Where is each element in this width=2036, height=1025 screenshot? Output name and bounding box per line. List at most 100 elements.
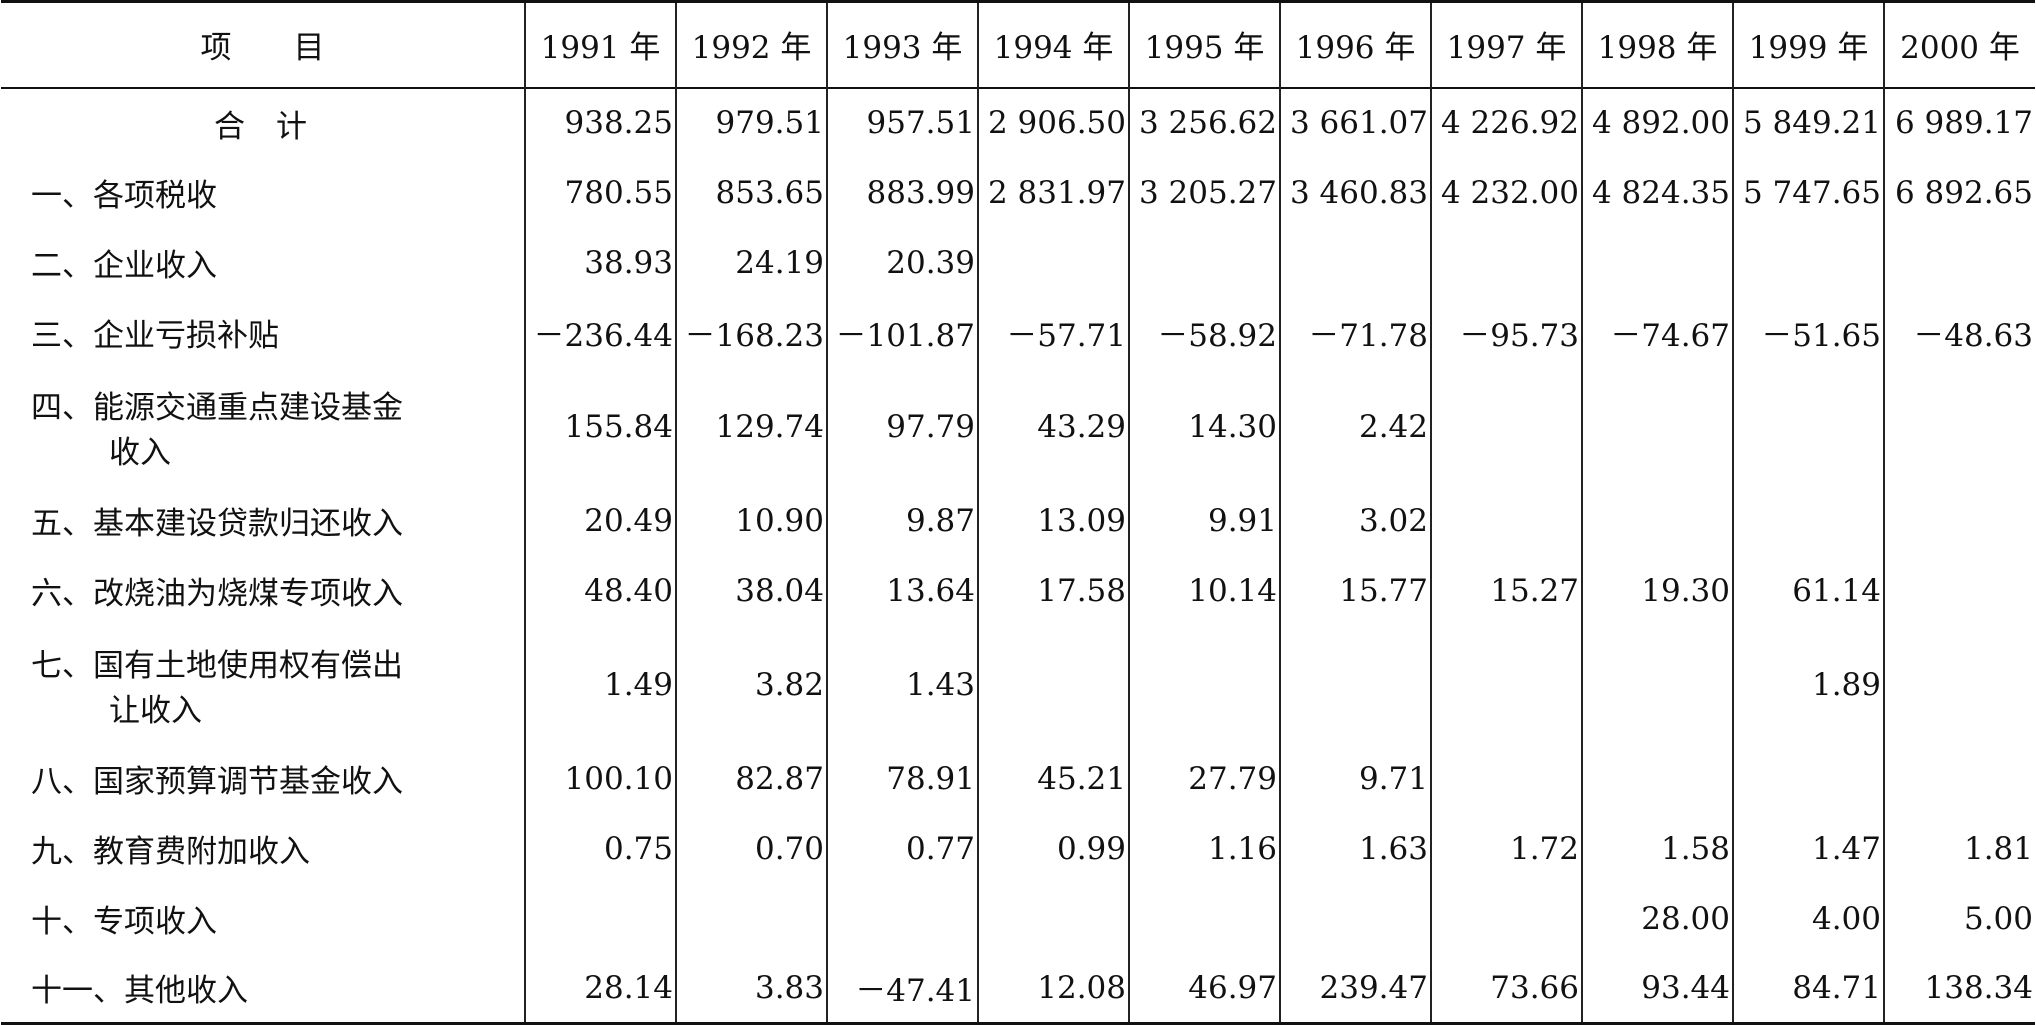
value-cell: 93.44 [1581, 953, 1733, 1024]
value-cell: 0.75 [524, 813, 676, 884]
empty-cell [1279, 227, 1431, 298]
value-cell: 239.47 [1279, 953, 1431, 1024]
value-cell: 73.66 [1430, 953, 1582, 1024]
table-row: 合 计 938.25 979.51 957.51 2 906.50 3 256.62 3 6… [1, 87, 2035, 158]
row-label-cell: 五、基本建设贷款归还收入 [1, 486, 525, 556]
row-label: 二、企业收入 [31, 248, 217, 284]
row-label: 收入 [109, 434, 171, 471]
empty-cell [1581, 743, 1733, 814]
value-cell: 4 892.00 [1581, 87, 1733, 158]
empty-cell [1883, 743, 2035, 814]
value-cell: 5 849.21 [1732, 87, 1884, 158]
empty-cell [1883, 227, 2035, 298]
row-label-cell: 八、国家预算调节基金收入 [1, 744, 525, 814]
value-cell: 1.43 [826, 625, 978, 744]
empty-cell [977, 227, 1129, 298]
table-row: 三、企业亏损补贴 －236.44 －168.23 －101.87 －57.71 －58.9… [1, 297, 2035, 368]
value-cell: 9.91 [1128, 485, 1280, 556]
header-year: 2000 年 [1883, 1, 2035, 88]
row-label: 三、企业亏损补贴 [31, 318, 279, 354]
row-label: 一、各项税收 [31, 178, 217, 214]
value-cell: 9.87 [826, 485, 978, 556]
value-cell: 1.63 [1279, 813, 1431, 884]
row-label-cell: 六、改烧油为烧煤专项收入 [1, 556, 525, 626]
empty-cell [1732, 743, 1884, 814]
empty-cell [1430, 625, 1582, 744]
empty-cell [1581, 227, 1733, 298]
value-cell: 4 226.92 [1430, 87, 1582, 158]
row-label-cell: 合 计 [1, 88, 525, 158]
value-cell: －51.65 [1732, 297, 1884, 368]
table-row: 十一、其他收入 28.14 3.83 －47.41 12.08 46.97 239.47 73… [1, 953, 2035, 1024]
value-cell: 3 205.27 [1128, 157, 1280, 228]
value-cell: 1.47 [1732, 813, 1884, 884]
empty-cell [1732, 367, 1884, 486]
value-cell: 43.29 [977, 367, 1129, 486]
empty-cell [1883, 625, 2035, 744]
row-label: 六、改烧油为烧煤专项收入 [31, 576, 403, 612]
row-label-cell: 一、各项税收 [1, 158, 525, 228]
value-cell: 38.93 [524, 227, 676, 298]
empty-cell [1128, 625, 1280, 744]
empty-cell [675, 883, 827, 954]
header-year: 1996 年 [1279, 1, 1431, 88]
value-cell: 27.79 [1128, 743, 1280, 814]
row-label: 合 计 [214, 108, 307, 145]
empty-cell [1430, 367, 1582, 486]
value-cell: －58.92 [1128, 297, 1280, 368]
value-cell: 4 232.00 [1430, 157, 1582, 228]
value-cell: －74.67 [1581, 297, 1733, 368]
value-cell: 1.58 [1581, 813, 1733, 884]
value-cell: －236.44 [524, 297, 676, 368]
value-cell: 45.21 [977, 743, 1129, 814]
value-cell: 13.64 [826, 555, 978, 626]
value-cell: 78.91 [826, 743, 978, 814]
value-cell: 4.00 [1732, 883, 1884, 954]
value-cell: 957.51 [826, 87, 978, 158]
header-year: 1998 年 [1581, 1, 1733, 88]
value-cell: －168.23 [675, 297, 827, 368]
value-cell: 3.83 [675, 953, 827, 1024]
empty-cell [1128, 883, 1280, 954]
value-cell: －48.63 [1883, 297, 2035, 368]
value-cell: 46.97 [1128, 953, 1280, 1024]
value-cell: 2 906.50 [977, 87, 1129, 158]
empty-cell [1279, 625, 1431, 744]
table-row: 十、专项收入 28.00 4.00 5.00 [1, 883, 2035, 954]
row-label-cell: 三、企业亏损补贴 [1, 298, 525, 368]
header-year: 1997 年 [1430, 1, 1582, 88]
table-body: 合 计 938.25 979.51 957.51 2 906.50 3 256.62 3 6… [1, 87, 2035, 1024]
row-label: 五、基本建设贷款归还收入 [31, 506, 403, 542]
value-cell: 0.99 [977, 813, 1129, 884]
row-label: 八、国家预算调节基金收入 [31, 764, 403, 800]
value-cell: －57.71 [977, 297, 1129, 368]
value-cell: 5 747.65 [1732, 157, 1884, 228]
empty-cell [1581, 625, 1733, 744]
value-cell: 100.10 [524, 743, 676, 814]
value-cell: 1.81 [1883, 813, 2035, 884]
value-cell: 10.14 [1128, 555, 1280, 626]
value-cell: 19.30 [1581, 555, 1733, 626]
value-cell: 1.16 [1128, 813, 1280, 884]
table-row: 四、能源交通重点建设基金 收入 155.84 129.74 97.79 43.29 14.3… [1, 367, 2035, 486]
value-cell: 3 661.07 [1279, 87, 1431, 158]
value-cell: 2.42 [1279, 367, 1431, 486]
value-cell: 1.72 [1430, 813, 1582, 884]
value-cell: －95.73 [1430, 297, 1582, 368]
row-label: 九、教育费附加收入 [31, 834, 310, 870]
row-label: 十、专项收入 [31, 904, 217, 940]
value-cell: 28.00 [1581, 883, 1733, 954]
empty-cell [1581, 485, 1733, 556]
value-cell: 82.87 [675, 743, 827, 814]
value-cell: 2 831.97 [977, 157, 1129, 228]
row-label-cell: 十一、其他收入 [1, 954, 525, 1024]
value-cell: 138.34 [1883, 953, 2035, 1024]
empty-cell [977, 883, 1129, 954]
table-row: 九、教育费附加收入 0.75 0.70 0.77 0.99 1.16 1.63 1.72 1.5… [1, 813, 2035, 884]
value-cell: 20.49 [524, 485, 676, 556]
value-cell: 853.65 [675, 157, 827, 228]
empty-cell [1732, 227, 1884, 298]
row-label-cell: 四、能源交通重点建设基金 收入 [1, 368, 525, 486]
header-year: 1991 年 [524, 1, 676, 88]
